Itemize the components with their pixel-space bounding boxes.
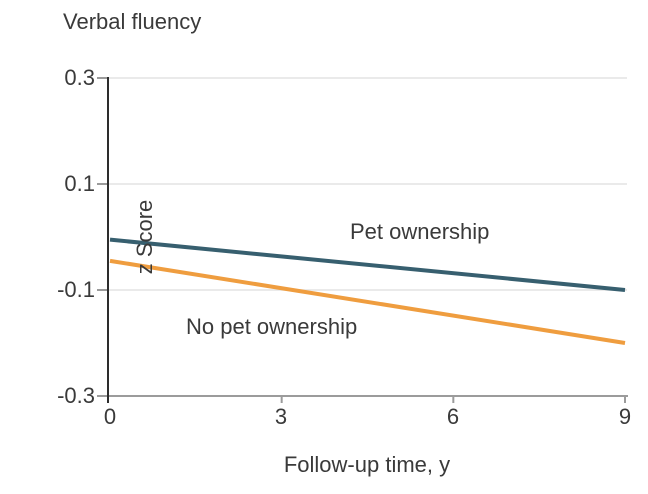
x-tick-label-0: 0 bbox=[103, 404, 117, 429]
y-tick-label-0.3: 0.3 bbox=[64, 65, 95, 90]
x-tick-label-9: 9 bbox=[618, 404, 632, 429]
series-label-pet-ownership: Pet ownership bbox=[350, 219, 490, 244]
pet-ownership-line bbox=[109, 237, 626, 292]
x-axis-title: Follow-up time, y bbox=[283, 452, 451, 477]
x-tick-label-3: 3 bbox=[274, 404, 288, 429]
y-tick-label-0.1: 0.1 bbox=[64, 171, 95, 196]
y-axis-title: z Score bbox=[132, 199, 157, 275]
no-pet-ownership-line bbox=[109, 258, 626, 345]
x-tick-label-6: 6 bbox=[446, 404, 460, 429]
chart-title: Verbal fluency bbox=[63, 9, 202, 34]
y-tick-label--0.1: -0.1 bbox=[57, 277, 95, 302]
series-label-no-pet-ownership: No pet ownership bbox=[186, 314, 358, 339]
y-tick-label--0.3: -0.3 bbox=[57, 383, 95, 408]
